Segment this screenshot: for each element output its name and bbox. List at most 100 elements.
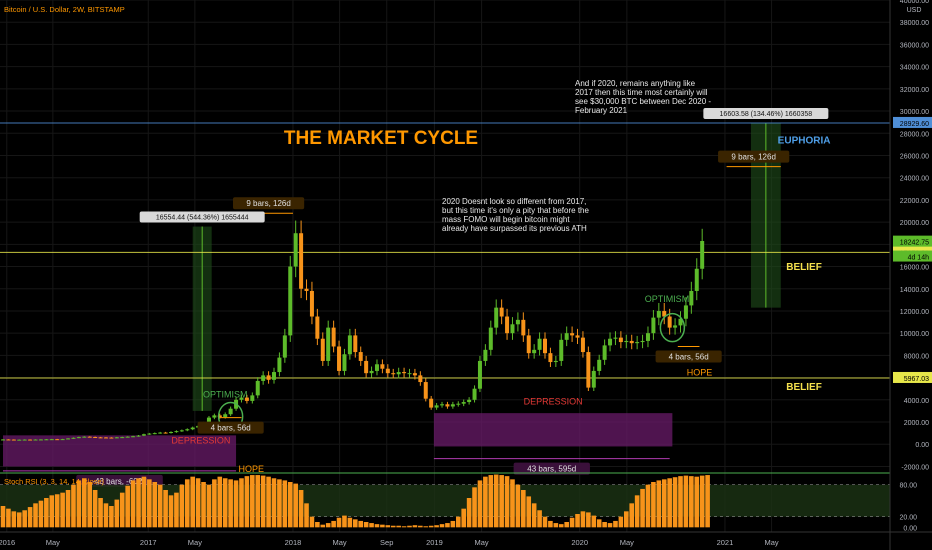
- stoch-bar: [315, 522, 320, 528]
- stoch-bar: [179, 484, 185, 528]
- candle-body: [66, 438, 71, 440]
- currency-label: USD: [907, 7, 922, 14]
- candle-body: [250, 395, 255, 401]
- candle-body: [55, 439, 60, 441]
- stoch-bar: [678, 476, 683, 528]
- stoch-bar: [510, 479, 515, 528]
- stoch-bar: [125, 485, 130, 528]
- time-tick-label: May: [188, 538, 202, 547]
- stoch-bar: [591, 515, 597, 528]
- candle-body: [618, 337, 623, 343]
- stoch-bar: [152, 482, 158, 528]
- candle-body: [467, 399, 472, 403]
- stoch-bar: [618, 516, 624, 528]
- stoch-bar: [130, 480, 136, 528]
- stoch-bar: [629, 503, 635, 528]
- stoch-bar: [217, 476, 223, 528]
- phase-label: DEPRESSION: [171, 435, 230, 445]
- phase-label: HOPE: [687, 367, 713, 377]
- candle-body: [667, 316, 672, 328]
- candle-body: [1, 439, 5, 441]
- stoch-bar: [282, 480, 288, 528]
- phase-label: BELIEF: [786, 382, 822, 393]
- candle-body: [206, 417, 211, 424]
- candle-body: [331, 327, 336, 347]
- candle-body: [564, 333, 569, 340]
- stoch-bar: [699, 475, 705, 528]
- stoch-bar: [705, 475, 710, 528]
- price-tick-label: 0.00: [915, 442, 929, 449]
- candle-body: [299, 233, 304, 289]
- candle-body: [293, 233, 298, 267]
- stoch-bar: [163, 490, 168, 528]
- measurement-box: [703, 107, 829, 119]
- bar-count-label: 4 bars, 56d: [669, 353, 709, 362]
- candle-body: [461, 402, 466, 404]
- bar-count-box: [232, 197, 305, 210]
- stoch-bar: [255, 475, 261, 528]
- stoch-bar: [645, 484, 651, 528]
- candle-body: [570, 333, 575, 336]
- candle-body: [445, 404, 450, 407]
- price-tick-label: 32000.00: [900, 87, 929, 94]
- stoch-bar: [33, 503, 38, 528]
- candle-body: [49, 439, 54, 441]
- stoch-bar: [613, 520, 618, 528]
- stoch-bar: [65, 490, 71, 528]
- candle-body: [396, 372, 401, 375]
- level-price-box: [893, 116, 932, 128]
- symbol-title: Bitcoin / U.S. Dollar, 2W, BITSTAMP: [4, 5, 125, 14]
- stoch-bar: [157, 484, 163, 528]
- bar-count-label: 43 bars, 595d: [527, 465, 576, 474]
- note-line: 2020 Doesnt look so different from 2017,: [442, 197, 586, 206]
- candle-body: [602, 345, 607, 360]
- stoch-bar: [266, 476, 271, 528]
- stoch-bar: [450, 520, 456, 528]
- stoch-bar: [239, 478, 244, 528]
- stoch-bar: [228, 479, 233, 528]
- stoch-bar: [60, 492, 65, 528]
- stoch-bar: [569, 517, 575, 528]
- stoch-tick-label: 20.00: [899, 515, 917, 522]
- candle-body: [347, 335, 352, 355]
- stoch-bar: [466, 498, 472, 528]
- stoch-bar: [418, 525, 423, 528]
- stoch-bar: [423, 526, 429, 528]
- stoch-bar: [526, 496, 532, 528]
- stoch-bar: [233, 480, 239, 528]
- candle-body: [103, 437, 108, 439]
- candle-body: [407, 373, 412, 375]
- stoch-bar: [22, 510, 27, 528]
- price-tick-label: 4000.00: [904, 398, 929, 405]
- stoch-bar: [385, 525, 391, 528]
- note-line: already have surpassed its previous ATH: [442, 224, 587, 233]
- time-tick-label: May: [332, 538, 346, 547]
- time-tick-label: May: [620, 538, 634, 547]
- stoch-bar: [694, 476, 700, 528]
- stoch-bar: [92, 490, 98, 528]
- stoch-bar: [661, 479, 667, 528]
- candle-body: [553, 360, 558, 363]
- stoch-bar: [667, 478, 672, 528]
- candle-body: [624, 340, 629, 343]
- stoch-bar: [374, 524, 380, 528]
- time-tick-label: Sep: [380, 538, 393, 547]
- level-price-box: [893, 371, 932, 383]
- depression-box: [433, 413, 673, 447]
- stoch-bar: [683, 475, 689, 528]
- stoch-bar: [602, 522, 607, 528]
- candle-body: [33, 439, 38, 441]
- stoch-bar: [580, 511, 586, 528]
- stoch-bar: [298, 490, 304, 528]
- candle-body: [374, 364, 379, 371]
- stoch-bar: [624, 511, 629, 528]
- bar-count-label: 4 bars, 56d: [211, 424, 251, 433]
- highlight-circle: [659, 312, 686, 343]
- stoch-bar: [49, 495, 55, 528]
- candle-body: [17, 439, 22, 441]
- candle-body: [282, 335, 287, 358]
- candle-body: [456, 403, 461, 405]
- candle-body: [412, 373, 417, 376]
- price-tick-label: 34000.00: [900, 65, 929, 72]
- price-tick-label: 16000.00: [900, 265, 929, 272]
